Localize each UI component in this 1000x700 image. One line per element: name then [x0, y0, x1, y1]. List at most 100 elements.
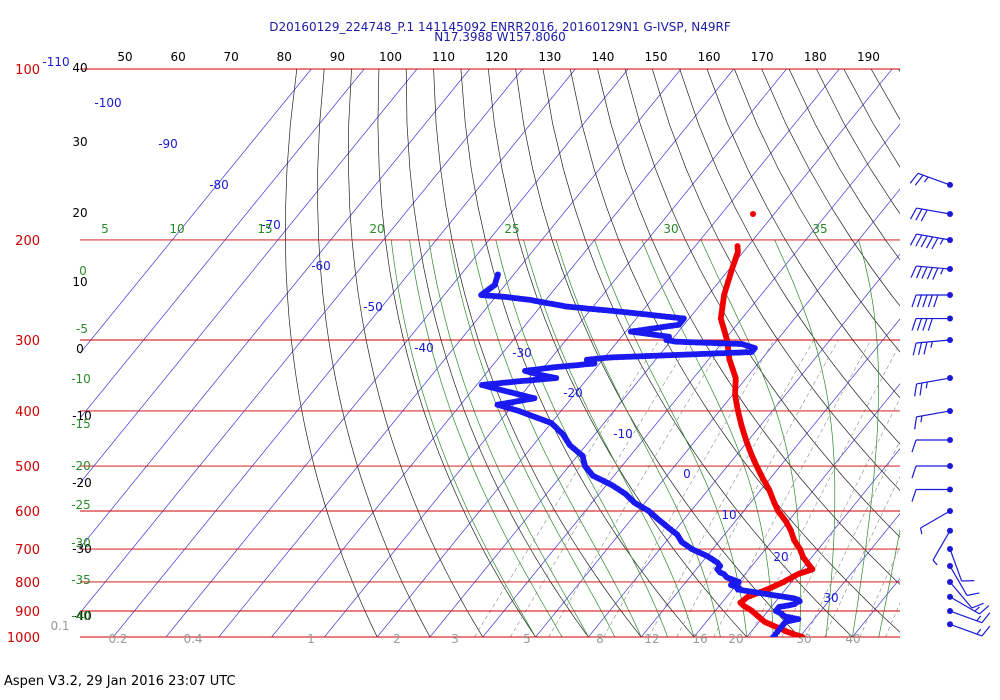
dry-adiabat-line [761, 69, 900, 307]
wind-barb-feather [981, 625, 991, 637]
pressure-label: 100 [15, 63, 40, 78]
wind-barb-station [947, 593, 953, 600]
dry-adiabat-label: -35 [71, 573, 91, 587]
top-axis-label: 160 [698, 50, 721, 64]
wind-barb-staff [916, 233, 951, 241]
top-axis-label: 190 [857, 50, 880, 64]
theta-e-label: 10 [169, 222, 184, 236]
sounding-extras [750, 211, 756, 217]
theta-e-label: 5 [101, 222, 109, 236]
pressure-label: 400 [15, 405, 40, 420]
mixing-ratio-line [676, 339, 839, 637]
wind-barb-half-feather [930, 341, 933, 348]
dry-adiabat-line [624, 69, 900, 538]
wind-barb-staff [949, 623, 983, 637]
mixing-ratio-line [548, 339, 726, 637]
top-axis-label: 120 [485, 50, 508, 64]
wind-barb-half-feather [939, 238, 944, 245]
wind-barb-staff [916, 377, 951, 385]
dry-adiabat-line [542, 69, 853, 637]
wind-barb-station [947, 463, 953, 469]
mixing-ratio-label: 0.2 [108, 632, 127, 646]
wind-barb-staff [932, 530, 951, 561]
wind-barb-half-feather [932, 559, 938, 566]
isotherm-line [80, 69, 418, 484]
wind-barb-feather [911, 465, 917, 479]
dry-adiabat-line [433, 69, 642, 637]
temperature-label: -30 [512, 346, 532, 360]
theta-e-label: 35 [812, 222, 827, 236]
mixing-ratio-line [510, 339, 692, 637]
theta-e-label: 30 [663, 222, 678, 236]
wind-barb-staff [920, 510, 951, 529]
temperature-label: -10 [613, 427, 633, 441]
top-axis-label: 70 [224, 50, 239, 64]
wind-barb-station [947, 579, 953, 585]
background-lines [80, 69, 1000, 649]
mixing-ratio-line [781, 397, 900, 637]
moist-adiabat-line [878, 528, 900, 637]
wind-barb-feather [971, 602, 984, 609]
top-axis-label: 110 [432, 50, 455, 64]
wind-barb-station [947, 237, 953, 243]
height-label: 20 [72, 206, 87, 220]
mixing-ratio-label: 16 [692, 632, 707, 646]
top-axis-label: 90 [330, 50, 345, 64]
moist-adiabat-line [932, 240, 1000, 637]
wind-barbs [909, 172, 991, 637]
top-axis-label: 130 [538, 50, 561, 64]
dry-adiabat-label: -30 [71, 536, 91, 550]
temperature-label: -40 [414, 341, 434, 355]
isotherm-line [165, 69, 629, 637]
temperature-label: -90 [158, 137, 178, 151]
top-axis-label: 60 [170, 50, 185, 64]
temperature-label: -70 [261, 218, 281, 232]
isotherm-line [535, 188, 900, 637]
top-axis-label: 100 [379, 50, 402, 64]
wind-barb-feather [979, 605, 990, 615]
wind-barb-feather [909, 233, 918, 246]
wind-barb-station [947, 508, 953, 514]
wind-barb-feather [919, 382, 923, 396]
wind-barb-feather [918, 342, 923, 355]
dry-adiabat-label: 0 [79, 264, 87, 278]
dry-adiabat-line [898, 69, 900, 73]
mixing-ratio-line [824, 475, 900, 637]
temperature-label: -60 [311, 259, 331, 273]
isotherm-line [376, 69, 840, 637]
dry-adiabat-label: -25 [71, 498, 91, 512]
wind-barb-staff [949, 565, 968, 596]
dry-adiabat-line [981, 69, 1000, 649]
wind-barb-feather [932, 267, 939, 280]
wind-barb-feather [909, 172, 919, 184]
wind-barb-feather [926, 267, 933, 280]
temperature-label: 10 [721, 508, 736, 522]
top-axis-label: 50 [117, 50, 132, 64]
wind-barb-half-feather [940, 268, 944, 275]
wind-barb-half-feather [976, 628, 982, 635]
top-axis-label: 80 [277, 50, 292, 64]
wind-barb-staff [917, 172, 951, 186]
moist-adiabat-line [641, 239, 774, 637]
wind-barb-staff [949, 581, 973, 609]
mixing-ratio-label: 2 [393, 632, 401, 646]
wind-barb-staff [916, 207, 951, 215]
top-axis-label: 150 [645, 50, 668, 64]
pressure-label: 300 [15, 334, 40, 349]
pressure-label: 900 [15, 605, 40, 620]
footer-text: Aspen V3.2, 29 Jan 2016 23:07 UTC [4, 674, 236, 689]
wind-barb-feather [923, 341, 928, 355]
height-label: 0 [76, 342, 84, 356]
wind-barb-feather [933, 294, 939, 308]
theta-e-label: 15 [257, 222, 272, 236]
isotherm-line [80, 69, 312, 354]
wind-barb-half-feather [925, 381, 928, 389]
temperature-label: -20 [563, 386, 583, 400]
dry-adiabat-line [285, 69, 378, 637]
mixing-ratio-label: 0.4 [183, 632, 202, 646]
wind-barb-staff [916, 339, 951, 344]
wind-barb-station [947, 546, 953, 552]
wind-barb-staff [949, 596, 980, 615]
temperature-point [799, 634, 806, 637]
